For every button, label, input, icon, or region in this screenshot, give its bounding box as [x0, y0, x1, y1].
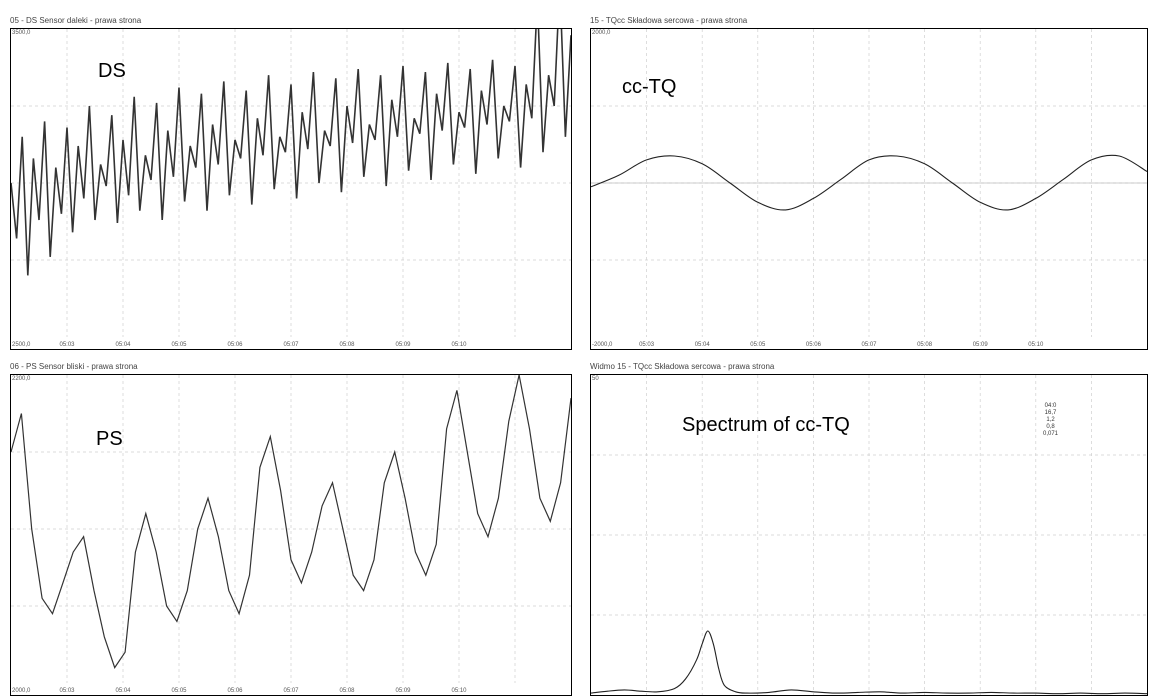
- chart-title: 06 - PS Sensor bliski - prawa strona: [10, 362, 138, 371]
- panel-cc-tq: 15 - TQcc Składowa sercowa - prawa stron…: [590, 16, 1150, 350]
- x-tick-label: 05:04: [115, 688, 131, 694]
- x-tick-label: 05:03: [59, 688, 75, 694]
- x-tick-label: 05:03: [639, 342, 655, 348]
- chart-title: Widmo 15 - TQcc Składowa sercowa - prawa…: [590, 362, 775, 371]
- y-max-label: 2000,0: [592, 30, 611, 36]
- plot-area: 50 04:0 16,7 1,2 0,8 0,071: [590, 374, 1148, 696]
- legend-entry: 0,071: [1043, 431, 1059, 437]
- x-tick-label: 05:03: [59, 342, 75, 348]
- x-tick-label: 05:04: [695, 342, 711, 348]
- x-tick-label: 05:07: [283, 342, 299, 348]
- x-tick-label: 05:07: [861, 342, 877, 348]
- x-tick-label: 05:04: [115, 342, 131, 348]
- legend: 04:0 16,7 1,2 0,8 0,071: [1043, 403, 1058, 438]
- chart-svg: [591, 375, 1147, 695]
- x-tick-label: 05:06: [227, 342, 243, 348]
- annotation-label: Spectrum of cc-TQ: [682, 414, 850, 436]
- y-min-label: 2500,0: [12, 342, 31, 348]
- chart-svg: 05:03 05:04 05:05 05:06 05:07 05:08 05:09 05:10: [11, 29, 571, 348]
- x-tick-label: 05:09: [973, 342, 989, 348]
- panel-spectrum: Widmo 15 - TQcc Składowa sercowa - prawa…: [590, 362, 1150, 696]
- series-line: [591, 630, 1147, 695]
- x-tick-label: 05:10: [1028, 342, 1044, 348]
- x-tick-label: 05:05: [171, 688, 187, 694]
- legend-entry: 0,8: [1046, 424, 1055, 430]
- panel-ds: 05 - DS Sensor daleki - prawa strona 05:…: [10, 16, 572, 350]
- plot-area: 05:03 05:04 05:05 05:06 05:07 05:08 05:09 05:10…: [10, 28, 572, 350]
- chart-svg: 05:03 05:04 05:05 05:06 05:07 05:08 05:09 05:10: [11, 375, 571, 694]
- x-tick-label: 05:09: [395, 688, 411, 694]
- x-tick-label: 05:06: [806, 342, 822, 348]
- x-tick-label: 05:07: [283, 688, 299, 694]
- x-tick-label: 05:10: [451, 342, 467, 348]
- x-tick-label: 05:09: [395, 342, 411, 348]
- y-max-label: 3500,0: [12, 30, 31, 36]
- chart-title: 15 - TQcc Składowa sercowa - prawa stron…: [590, 16, 748, 25]
- plot-area: 05:03 05:04 05:05 05:06 05:07 05:08 05:09 05:10…: [10, 374, 572, 696]
- panel-ps: 06 - PS Sensor bliski - prawa strona 05:…: [10, 362, 572, 696]
- chart-title: 05 - DS Sensor daleki - prawa strona: [10, 16, 142, 25]
- x-tick-label: 05:06: [227, 688, 243, 694]
- x-tick-label: 05:10: [451, 688, 467, 694]
- legend-entry: 1,2: [1046, 417, 1055, 423]
- series-line: [11, 29, 571, 276]
- x-tick-label: 05:05: [171, 342, 187, 348]
- annotation-label: DS: [98, 60, 126, 82]
- y-min-label: 2000,0: [12, 688, 31, 694]
- x-tick-label: 05:08: [339, 342, 355, 348]
- x-tick-label: 05:08: [917, 342, 933, 348]
- legend-entry: 16,7: [1044, 410, 1057, 416]
- annotation-label: PS: [96, 428, 123, 450]
- plot-area: 05:03 05:04 05:05 05:06 05:07 05:08 05:09 05:10…: [590, 28, 1148, 350]
- chart-svg: 05:03 05:04 05:05 05:06 05:07 05:08 05:09 05:10: [591, 29, 1147, 348]
- y-max-label: 2200,0: [12, 376, 31, 382]
- x-tick-label: 05:05: [750, 342, 766, 348]
- y-min-label: -2000,0: [592, 342, 613, 348]
- annotation-label: cc-TQ: [622, 76, 677, 98]
- series-line: [591, 154, 1147, 211]
- x-tick-label: 05:08: [339, 688, 355, 694]
- series-line: [11, 375, 571, 669]
- legend-entry: 04:0: [1044, 403, 1057, 409]
- y-max-label: 50: [592, 376, 599, 382]
